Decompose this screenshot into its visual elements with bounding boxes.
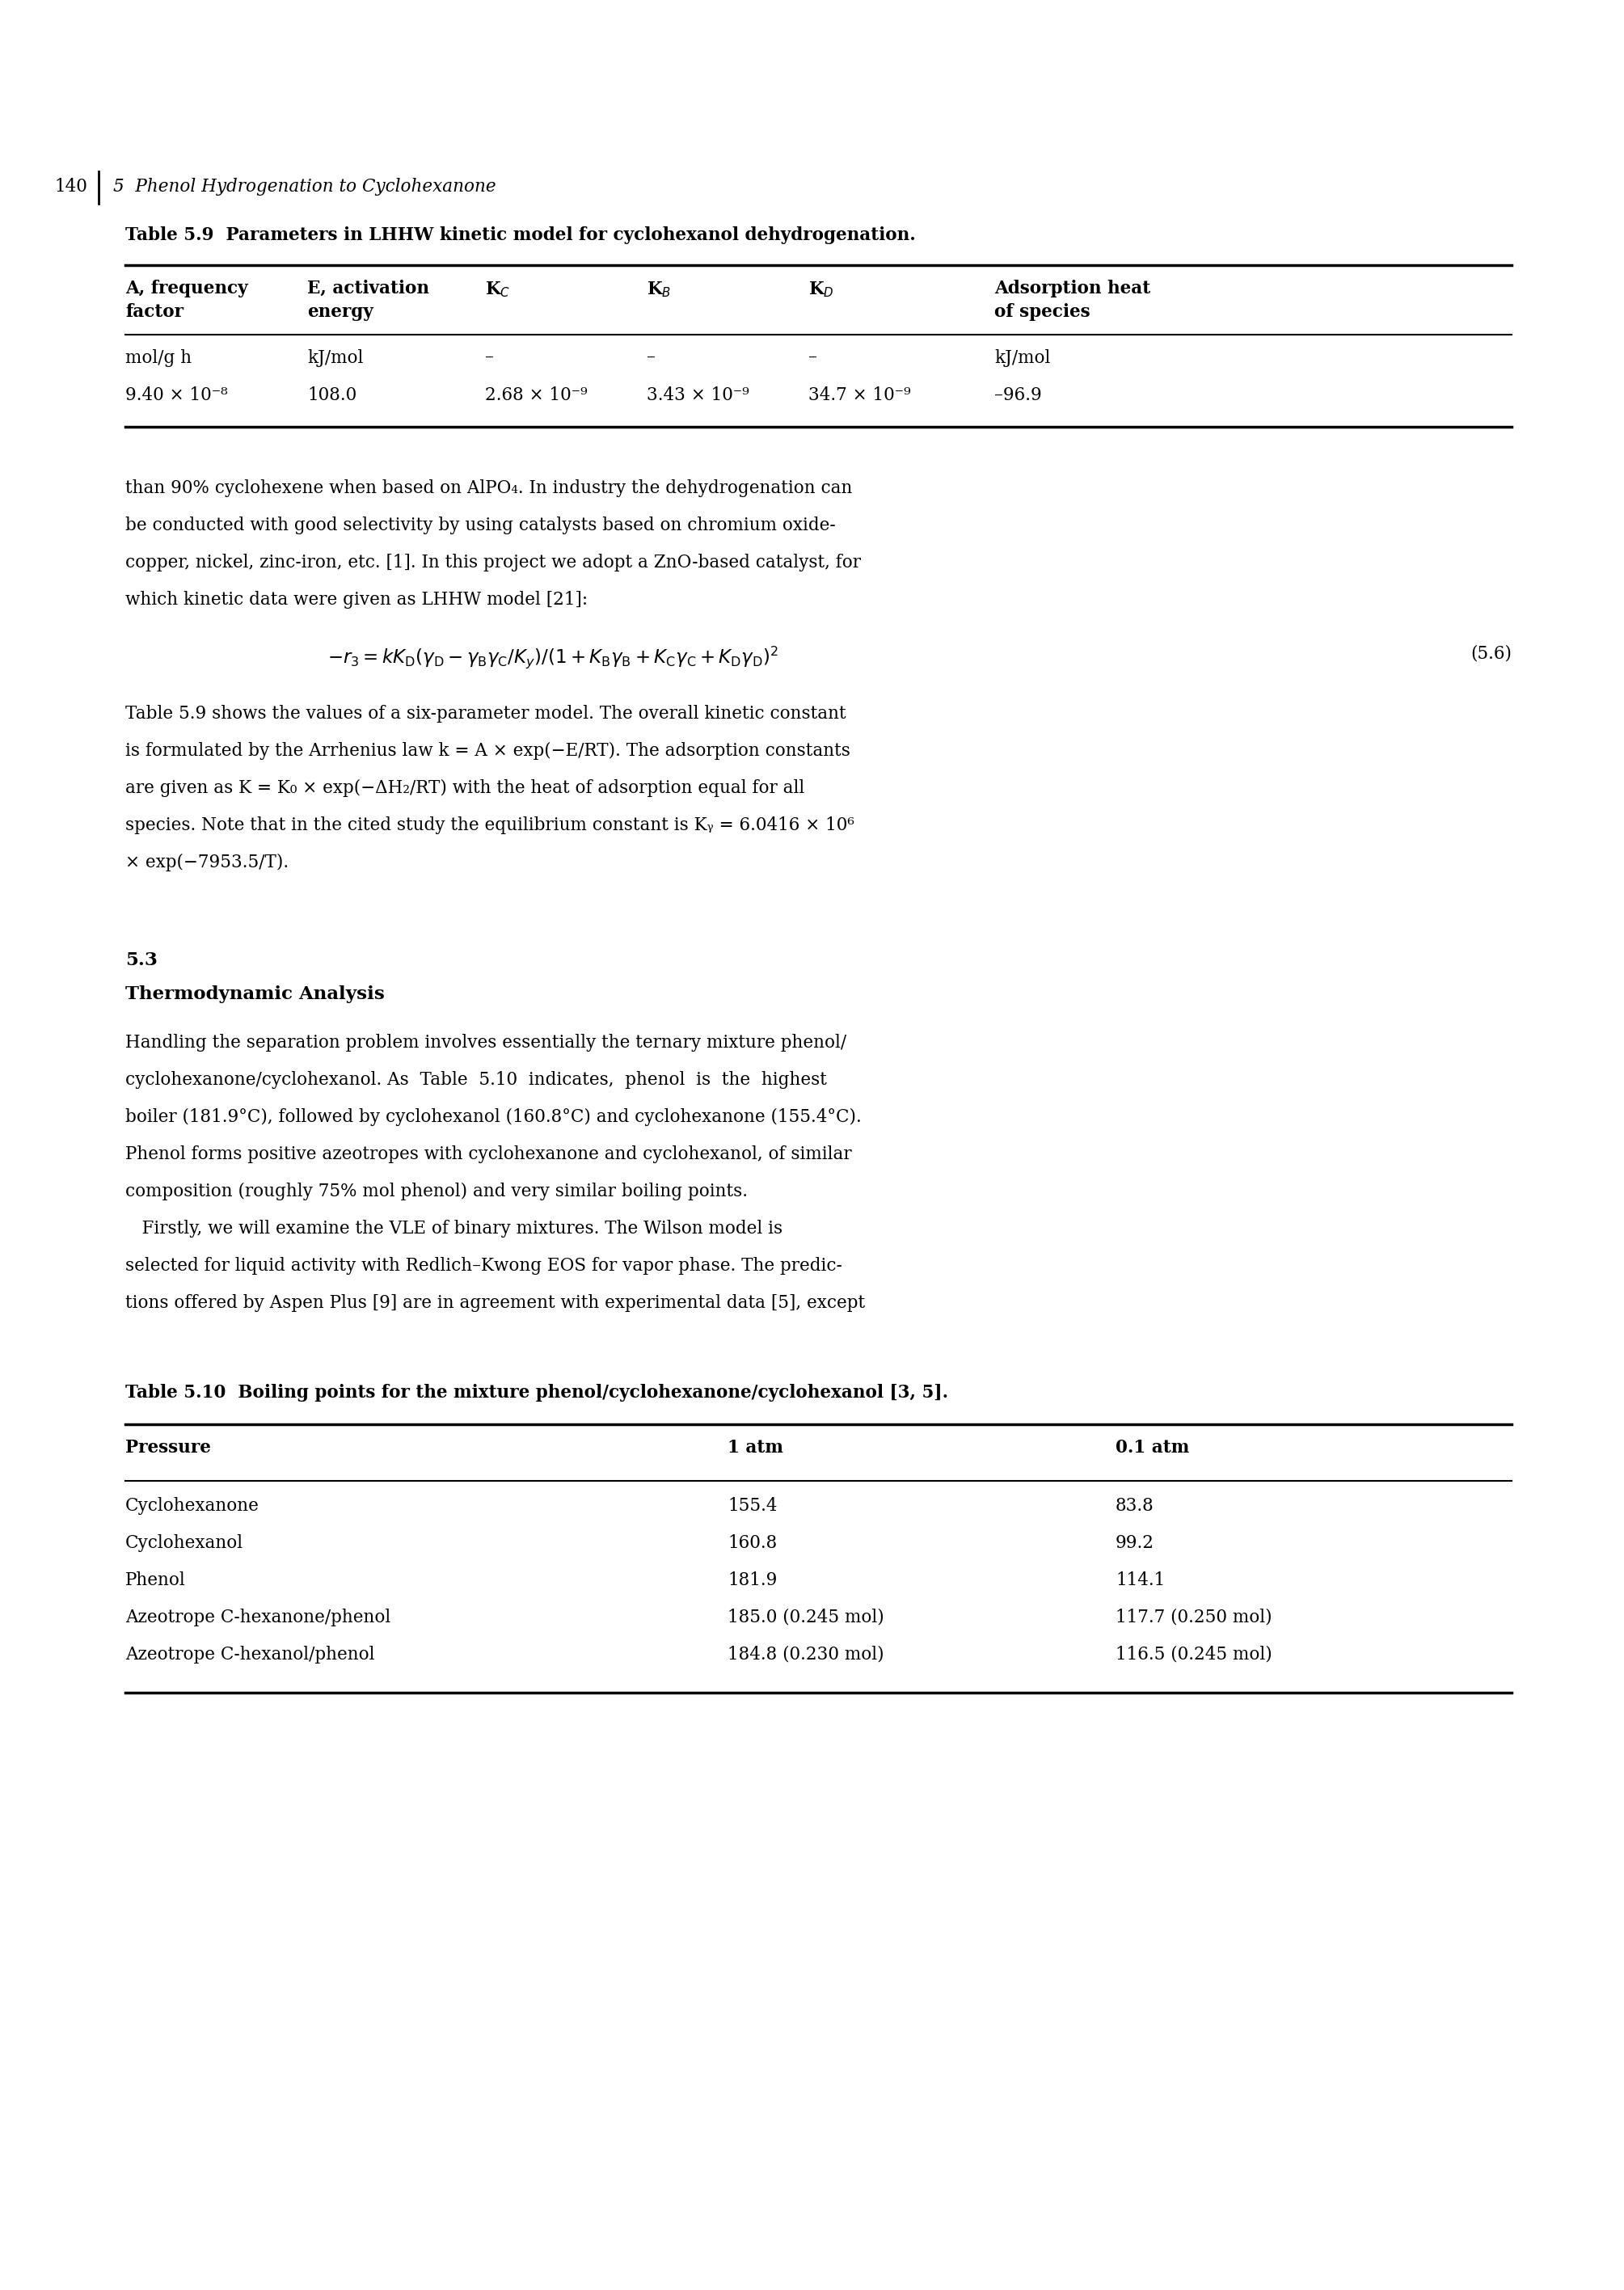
Text: Cyclohexanol: Cyclohexanol (125, 1534, 244, 1553)
Text: 181.9: 181.9 (728, 1571, 778, 1589)
Text: Table 5.10  Boiling points for the mixture phenol/cyclohexanone/cyclohexanol [3,: Table 5.10 Boiling points for the mixtur… (125, 1383, 948, 1401)
Text: cyclohexanone/cyclohexanol. As  Table  5.10  indicates,  phenol  is  the  highes: cyclohexanone/cyclohexanol. As Table 5.1… (125, 1072, 827, 1088)
Text: Table 5.9 shows the values of a six-parameter model. The overall kinetic constan: Table 5.9 shows the values of a six-para… (125, 705, 846, 724)
Text: tions offered by Aspen Plus [9] are in agreement with experimental data [5], exc: tions offered by Aspen Plus [9] are in a… (125, 1294, 866, 1312)
Text: kJ/mol: kJ/mol (994, 348, 1051, 366)
Text: A, frequency
factor: A, frequency factor (125, 279, 248, 321)
Text: 117.7 (0.250 mol): 117.7 (0.250 mol) (1116, 1608, 1272, 1626)
Text: 116.5 (0.245 mol): 116.5 (0.245 mol) (1116, 1647, 1272, 1663)
Text: 184.8 (0.230 mol): 184.8 (0.230 mol) (728, 1647, 883, 1663)
Text: Pressure: Pressure (125, 1438, 211, 1456)
Text: 99.2: 99.2 (1116, 1534, 1155, 1553)
Text: composition (roughly 75% mol phenol) and very similar boiling points.: composition (roughly 75% mol phenol) and… (125, 1182, 747, 1200)
Text: –96.9: –96.9 (994, 387, 1041, 403)
Text: 3.43 × 10⁻⁹: 3.43 × 10⁻⁹ (646, 387, 749, 403)
Text: –: – (646, 348, 656, 366)
Text: K$_D$: K$_D$ (809, 279, 835, 298)
Text: 5  Phenol Hydrogenation to Cyclohexanone: 5 Phenol Hydrogenation to Cyclohexanone (114, 179, 495, 195)
Text: 83.8: 83.8 (1116, 1498, 1155, 1514)
Text: which kinetic data were given as LHHW model [21]:: which kinetic data were given as LHHW mo… (125, 591, 588, 609)
Text: 185.0 (0.245 mol): 185.0 (0.245 mol) (728, 1608, 883, 1626)
Text: mol/g h: mol/g h (125, 348, 192, 366)
Text: be conducted with good selectivity by using catalysts based on chromium oxide-: be conducted with good selectivity by us… (125, 518, 836, 534)
Text: Azeotrope C-hexanol/phenol: Azeotrope C-hexanol/phenol (125, 1647, 375, 1663)
Text: 34.7 × 10⁻⁹: 34.7 × 10⁻⁹ (809, 387, 911, 403)
Text: K$_B$: K$_B$ (646, 279, 671, 298)
Text: K$_C$: K$_C$ (486, 279, 510, 298)
Text: 114.1: 114.1 (1116, 1571, 1164, 1589)
Text: 108.0: 108.0 (307, 387, 357, 403)
Text: 160.8: 160.8 (728, 1534, 776, 1553)
Text: Firstly, we will examine the VLE of binary mixtures. The Wilson model is: Firstly, we will examine the VLE of bina… (125, 1221, 783, 1237)
Text: is formulated by the Arrhenius law k = A × exp(−E/RT). The adsorption constants: is formulated by the Arrhenius law k = A… (125, 742, 851, 760)
Text: –: – (486, 348, 494, 366)
Text: Thermodynamic Analysis: Thermodynamic Analysis (125, 985, 385, 1003)
Text: than 90% cyclohexene when based on AlPO₄. In industry the dehydrogenation can: than 90% cyclohexene when based on AlPO₄… (125, 479, 853, 497)
Text: selected for liquid activity with Redlich–Kwong EOS for vapor phase. The predic-: selected for liquid activity with Redlic… (125, 1257, 843, 1276)
Text: are given as K = K₀ × exp(−ΔH₂/RT) with the heat of adsorption equal for all: are given as K = K₀ × exp(−ΔH₂/RT) with … (125, 779, 804, 797)
Text: 155.4: 155.4 (728, 1498, 778, 1514)
Text: 1 atm: 1 atm (728, 1438, 783, 1456)
Text: Phenol forms positive azeotropes with cyclohexanone and cyclohexanol, of similar: Phenol forms positive azeotropes with cy… (125, 1145, 851, 1163)
Text: copper, nickel, zinc-iron, etc. [1]. In this project we adopt a ZnO-based cataly: copper, nickel, zinc-iron, etc. [1]. In … (125, 554, 861, 572)
Text: 140: 140 (54, 179, 88, 195)
Text: –: – (809, 348, 817, 366)
Text: kJ/mol: kJ/mol (307, 348, 364, 366)
Text: $-r_3 = kK_\mathrm{D}(\gamma_\mathrm{D} - \gamma_\mathrm{B}\gamma_\mathrm{C}/K_y: $-r_3 = kK_\mathrm{D}(\gamma_\mathrm{D} … (328, 643, 778, 669)
Text: species. Note that in the cited study the equilibrium constant is Kᵧ = 6.0416 × : species. Note that in the cited study th… (125, 818, 854, 834)
Text: boiler (181.9°C), followed by cyclohexanol (160.8°C) and cyclohexanone (155.4°C): boiler (181.9°C), followed by cyclohexan… (125, 1108, 861, 1127)
Text: 2.68 × 10⁻⁹: 2.68 × 10⁻⁹ (486, 387, 588, 403)
Text: E, activation
energy: E, activation energy (307, 279, 429, 321)
Text: Azeotrope C-hexanone/phenol: Azeotrope C-hexanone/phenol (125, 1608, 391, 1626)
Text: Handling the separation problem involves essentially the ternary mixture phenol/: Handling the separation problem involves… (125, 1033, 846, 1051)
Text: Table 5.9  Parameters in LHHW kinetic model for cyclohexanol dehydrogenation.: Table 5.9 Parameters in LHHW kinetic mod… (125, 227, 916, 245)
Text: 0.1 atm: 0.1 atm (1116, 1438, 1189, 1456)
Text: × exp(−7953.5/T).: × exp(−7953.5/T). (125, 854, 289, 872)
Text: Cyclohexanone: Cyclohexanone (125, 1498, 260, 1514)
Text: Adsorption heat
of species: Adsorption heat of species (994, 279, 1150, 321)
Text: 5.3: 5.3 (125, 950, 158, 969)
Text: (5.6): (5.6) (1470, 643, 1512, 662)
Text: 9.40 × 10⁻⁸: 9.40 × 10⁻⁸ (125, 387, 227, 403)
Text: Phenol: Phenol (125, 1571, 185, 1589)
